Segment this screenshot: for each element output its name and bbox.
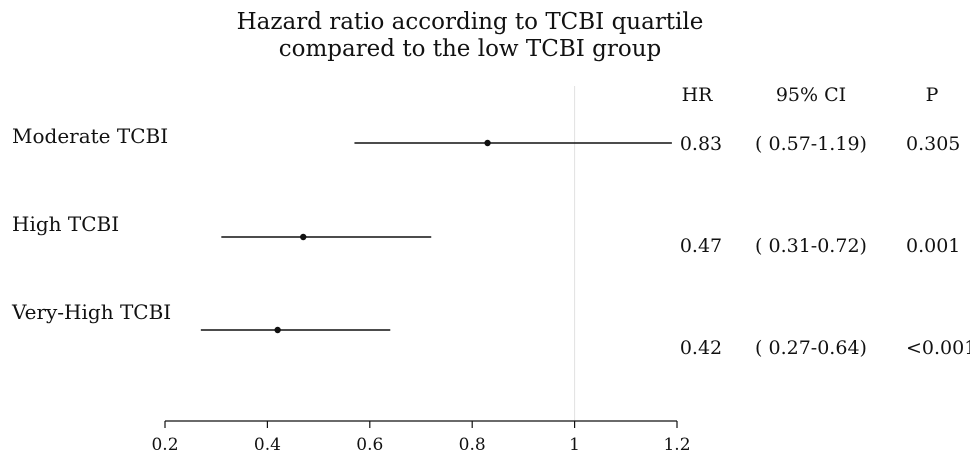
ci-value: ( 0.57-1.19) bbox=[755, 133, 867, 155]
ci-column-header: 95% CI bbox=[776, 84, 846, 106]
p-column-header: P bbox=[926, 84, 939, 106]
hr-value: 0.47 bbox=[680, 235, 722, 257]
x-tick-label: 0.4 bbox=[254, 435, 281, 454]
hr-value: 0.83 bbox=[680, 133, 722, 155]
x-axis: 0.2 0.4 0.6 0.8 1 1.2 bbox=[151, 420, 691, 454]
hr-point bbox=[300, 233, 307, 241]
forest-rows: Moderate TCBI 0.83 ( 0.57-1.19) 0.305 High T… bbox=[11, 124, 970, 359]
chart-title-line-1: Hazard ratio according to TCBI quartile bbox=[237, 9, 704, 35]
p-value: 0.305 bbox=[906, 133, 960, 155]
forest-row: High TCBI 0.47 ( 0.31-0.72) 0.001 bbox=[12, 212, 960, 257]
ci-value: ( 0.31-0.72) bbox=[755, 235, 867, 257]
hr-point bbox=[484, 139, 491, 147]
forest-row: Moderate TCBI 0.83 ( 0.57-1.19) 0.305 bbox=[12, 124, 960, 155]
hr-value: 0.42 bbox=[680, 337, 722, 359]
column-headers: HR 95% CI P bbox=[682, 84, 939, 106]
x-tick-label: 1.2 bbox=[663, 435, 690, 454]
chart-title: Hazard ratio according to TCBI quartile … bbox=[237, 9, 704, 62]
x-tick-label: 1 bbox=[569, 435, 580, 454]
ci-value: ( 0.27-0.64) bbox=[755, 337, 867, 359]
p-value: <0.001 bbox=[906, 337, 970, 359]
row-label: Moderate TCBI bbox=[12, 124, 168, 148]
p-value: 0.001 bbox=[906, 235, 960, 257]
row-label: Very-High TCBI bbox=[11, 300, 171, 324]
row-label: High TCBI bbox=[12, 212, 119, 236]
x-tick-label: 0.6 bbox=[356, 435, 383, 454]
x-tick-label: 0.2 bbox=[151, 435, 178, 454]
forest-row: Very-High TCBI 0.42 ( 0.27-0.64) <0.001 bbox=[11, 300, 970, 359]
x-tick-label: 0.8 bbox=[459, 435, 486, 454]
hr-column-header: HR bbox=[682, 84, 714, 106]
chart-title-line-2: compared to the low TCBI group bbox=[279, 36, 662, 62]
hr-point bbox=[274, 326, 281, 334]
